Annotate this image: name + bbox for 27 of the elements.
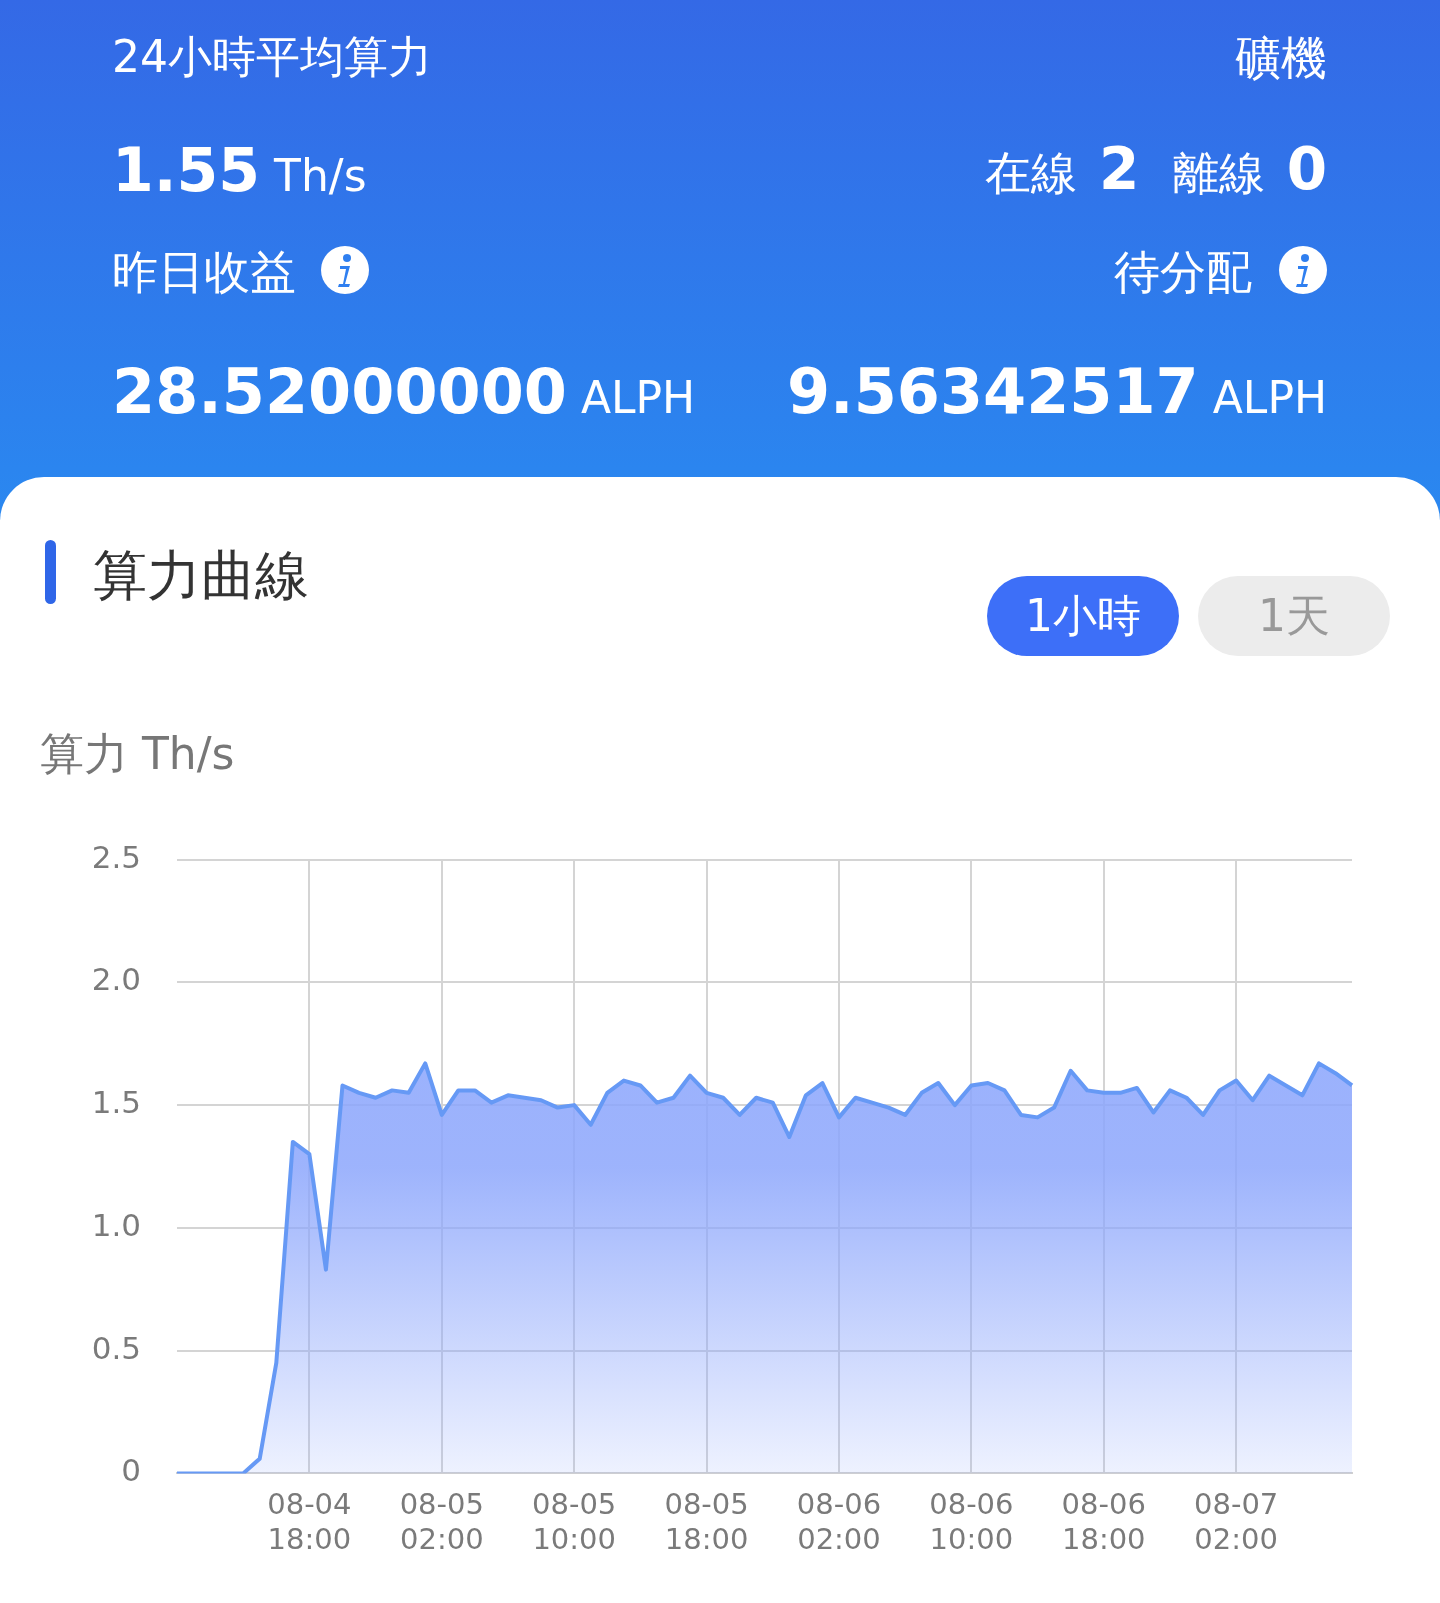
chart-title: 算力曲線 bbox=[93, 543, 309, 609]
x-tick-label: 08-05 18:00 bbox=[664, 1487, 749, 1557]
y-tick-label: 1.5 bbox=[91, 1084, 141, 1121]
text: 24小時平均算力 bbox=[112, 30, 432, 84]
x-tick-label: 08-05 02:00 bbox=[399, 1487, 484, 1557]
text: 離線 0 bbox=[1172, 135, 1327, 203]
y-tick-label: 2.5 bbox=[91, 838, 141, 875]
text: 9.56342517 ALPH bbox=[786, 355, 1327, 428]
text: 昨日收益 bbox=[112, 244, 296, 301]
y-tick-label: 0.5 bbox=[91, 1329, 141, 1366]
x-tick-label: 08-06 10:00 bbox=[929, 1487, 1014, 1557]
x-tick-label: 08-05 10:00 bbox=[532, 1487, 617, 1557]
y-axis-title: 算力 Th/s bbox=[40, 727, 235, 781]
x-tick-label: 08-06 02:00 bbox=[796, 1487, 882, 1557]
y-tick-label: 1.0 bbox=[91, 1206, 141, 1243]
text: 礦機 bbox=[1235, 30, 1327, 87]
x-tick-label: 08-06 18:00 bbox=[1061, 1487, 1146, 1557]
y-tick-label: 0 bbox=[121, 1452, 141, 1489]
text: 1小時 bbox=[987, 576, 1179, 656]
text: 待分配 bbox=[1114, 244, 1252, 301]
y-tick-label: 2.0 bbox=[91, 961, 141, 998]
x-tick-label: 08-04 18:00 bbox=[267, 1487, 352, 1557]
text: 28.52000000 ALPH bbox=[112, 355, 696, 428]
x-tick-label: 08-07 02:00 bbox=[1194, 1487, 1279, 1557]
text: 在線 2 bbox=[985, 135, 1140, 203]
text: 1天 bbox=[1198, 576, 1390, 656]
text: 1.55 Th/s bbox=[112, 135, 367, 205]
